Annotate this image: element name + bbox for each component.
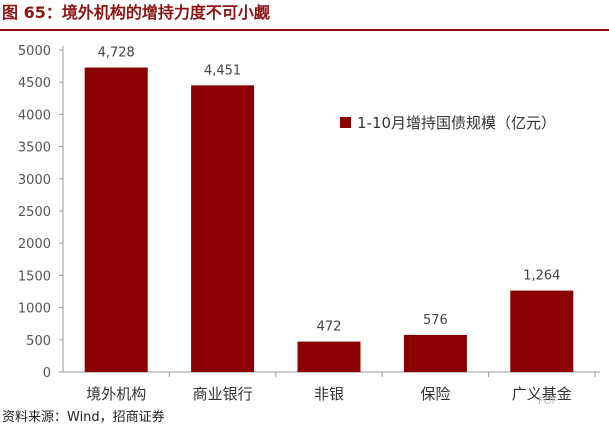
- y-axis-ticks: 0 500 1000 1500 2000 2500 3000 3500 4000 4500 5000: [18, 44, 63, 381]
- bar: [297, 341, 361, 372]
- data-label: 4,728: [98, 46, 135, 61]
- legend-swatch: [340, 117, 351, 128]
- data-label: 4,451: [204, 63, 241, 78]
- data-label: 472: [317, 320, 342, 335]
- category-labels: 境外机构 商业银行 非银 保险 广义基金: [86, 385, 572, 401]
- bar: [84, 67, 148, 373]
- figure-title: 图 65：境外机构的增持力度不可小觑: [2, 3, 270, 22]
- legend-label: 1-10月增持国债规模（亿元）: [357, 114, 556, 132]
- y-tick-label: 1000: [18, 302, 51, 317]
- bar-series: [84, 67, 574, 373]
- source-note: 资料来源：Wind，招商证券: [2, 410, 165, 425]
- y-tick-label: 0: [43, 366, 51, 381]
- category-label: 境外机构: [86, 385, 146, 401]
- title-divider: [0, 29, 609, 31]
- y-tick-label: 5000: [18, 44, 51, 59]
- bar: [191, 85, 255, 373]
- data-label: 576: [423, 313, 448, 328]
- y-tick-label: 2000: [18, 237, 51, 252]
- category-label: 保险: [420, 385, 450, 401]
- bar-chart: 0 500 1000 1500 2000 2500 3000 3500 4000 4500 5000…: [18, 44, 600, 401]
- y-tick-label: 4000: [18, 108, 51, 123]
- data-label: 1,264: [523, 269, 560, 284]
- y-tick-label: 4500: [18, 76, 51, 91]
- bar: [510, 290, 574, 372]
- y-tick-label: 2500: [18, 205, 51, 220]
- chart-legend: 1-10月增持国债规模（亿元）: [340, 114, 556, 132]
- watermark-text: FOF: [538, 396, 558, 407]
- category-label: 广义基金: [512, 385, 572, 401]
- y-tick-label: 3000: [18, 173, 51, 188]
- data-labels: 4,728 4,451 472 576 1,264: [98, 46, 561, 335]
- category-label: 非银: [314, 385, 344, 401]
- bar: [403, 334, 467, 372]
- y-tick-label: 500: [26, 334, 51, 349]
- category-label: 商业银行: [193, 385, 253, 401]
- y-tick-label: 3500: [18, 141, 51, 156]
- y-tick-label: 1500: [18, 269, 51, 284]
